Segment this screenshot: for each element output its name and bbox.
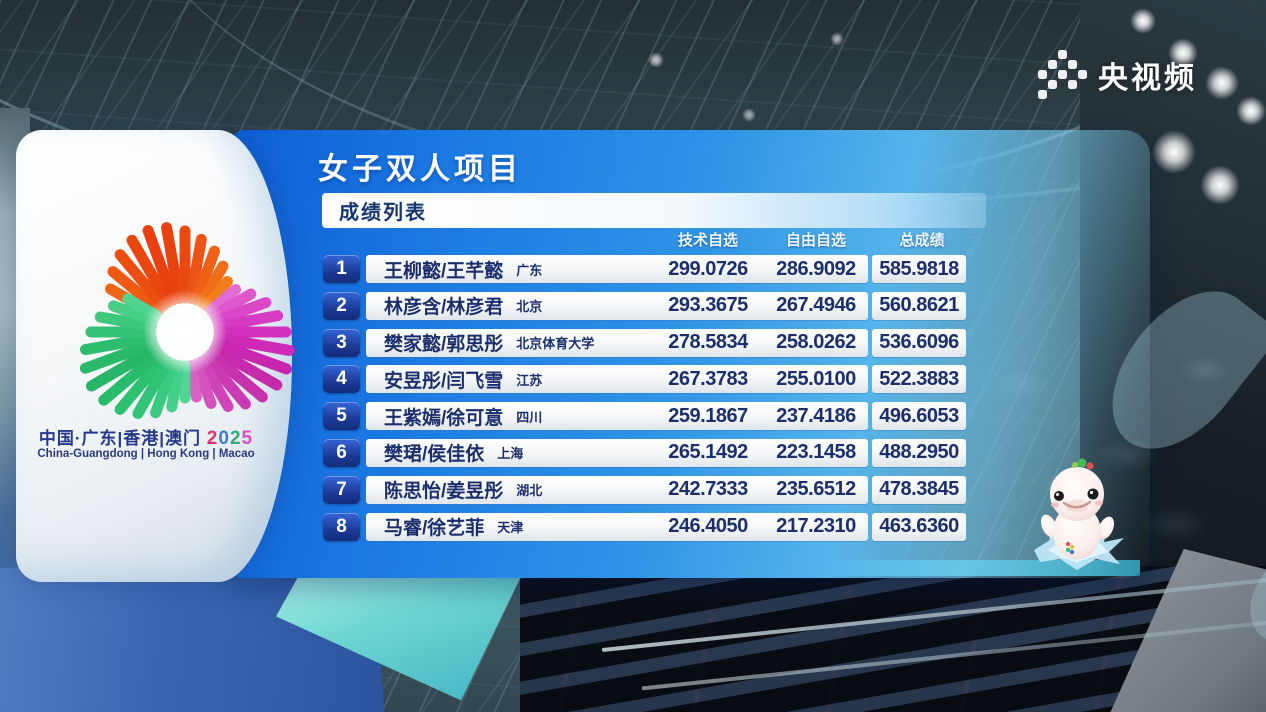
table-row: 5 王紫嫣/徐可意 四川 259.1867 237.4186 496.6053 <box>323 402 966 431</box>
rank-badge: 5 <box>323 402 360 431</box>
column-header-total: 总成绩 <box>899 232 945 249</box>
table-row: 3 樊家懿/郭思彤 北京体育大学 278.5834 258.0262 536.6… <box>323 328 966 357</box>
games-emblem-card: 中国·广东|香港|澳门 2025 China-Guangdong | Hong … <box>16 130 295 582</box>
technical-score: 242.7333 <box>668 478 748 501</box>
table-row: 1 王柳懿/王芊懿 广东 299.0726 286.9092 585.9818 <box>323 255 966 283</box>
total-score: 585.9818 <box>872 255 966 283</box>
athlete-bar: 王紫嫣/徐可意 四川 259.1867 237.4186 <box>366 402 868 431</box>
emblem-host-cities-english: China-Guangdong | Hong Kong | Macao <box>37 448 255 460</box>
subtitle-bar: 成绩列表 <box>322 193 986 228</box>
table-row: 2 林彦含/林彦君 北京 293.3675 267.4946 560.8621 <box>323 291 966 320</box>
rank-badge: 3 <box>323 328 360 357</box>
athlete-names: 王柳懿/王芊懿 <box>384 260 504 282</box>
athlete-names: 王紫嫣/徐可意 <box>384 407 504 429</box>
table-row: 7 陈思怡/姜昱彤 湖北 242.7333 235.6512 478.3845 <box>323 475 966 504</box>
arena-light <box>1130 8 1156 34</box>
athlete-bar: 林彦含/林彦君 北京 293.3675 267.4946 <box>366 291 868 320</box>
column-header-free: 自由自选 <box>785 232 846 249</box>
athlete-names: 林彦含/林彦君 <box>384 297 504 319</box>
athlete-names: 陈思怡/姜昱彤 <box>384 481 504 503</box>
team-label: 江苏 <box>516 372 543 388</box>
team-label: 四川 <box>516 409 543 425</box>
emblem-host-cities-text: 中国·广东|香港|澳门 2025 <box>16 424 276 450</box>
broadcaster-name: 央视频 <box>1098 62 1197 95</box>
free-score: 235.6512 <box>776 478 856 501</box>
table-row: 8 马睿/徐艺菲 天津 246.4050 217.2310 463.6360 <box>323 512 966 541</box>
ceiling-lamp <box>648 52 664 68</box>
technical-score: 299.0726 <box>668 257 748 280</box>
mascot-dolphin <box>1034 458 1124 570</box>
total-score: 522.3883 <box>872 365 966 394</box>
team-label: 北京 <box>516 299 543 315</box>
emblem-year-digit: 5 <box>241 428 254 449</box>
emblem-year-digit: 0 <box>218 428 230 449</box>
column-header-technical: 技术自选 <box>677 232 738 249</box>
total-score: 488.2950 <box>872 438 966 467</box>
total-score: 536.6096 <box>872 328 966 357</box>
subtitle-label: 成绩列表 <box>339 202 427 224</box>
athlete-bar: 安昱彤/闫飞雪 江苏 267.3783 255.0100 <box>366 365 868 394</box>
athlete-bar: 王柳懿/王芊懿 广东 299.0726 286.9092 <box>366 255 868 283</box>
athlete-bar: 樊家懿/郭思彤 北京体育大学 278.5834 258.0262 <box>366 328 868 357</box>
arena-light <box>1236 96 1266 126</box>
table-row: 4 安昱彤/闫飞雪 江苏 267.3783 255.0100 522.3883 <box>323 365 966 394</box>
technical-score: 278.5834 <box>668 331 748 354</box>
technical-score: 259.1867 <box>668 404 748 427</box>
emblem-year-digit: 2 <box>229 428 242 449</box>
technical-score: 246.4050 <box>668 515 748 538</box>
team-label: 天津 <box>497 520 524 536</box>
technical-score: 265.1492 <box>668 441 748 464</box>
rank-badge: 8 <box>323 512 360 541</box>
arena-light <box>1200 165 1240 205</box>
arena-light <box>1152 130 1196 174</box>
results-table: 1 王柳懿/王芊懿 广东 299.0726 286.9092 585.9818 … <box>323 255 966 549</box>
total-score: 496.6053 <box>872 402 966 431</box>
athlete-names: 樊家懿/郭思彤 <box>384 334 504 356</box>
team-label: 广东 <box>516 262 543 278</box>
total-score: 560.8621 <box>872 291 966 320</box>
free-score: 223.1458 <box>776 441 856 464</box>
rank-badge: 6 <box>323 438 360 467</box>
team-label: 上海 <box>497 446 524 462</box>
athlete-names: 马睿/徐艺菲 <box>384 518 485 540</box>
rank-badge: 7 <box>323 475 360 504</box>
free-score: 267.4946 <box>776 294 856 317</box>
free-score: 237.4186 <box>776 404 856 427</box>
rank-badge: 2 <box>323 291 360 320</box>
athlete-bar: 樊珺/侯佳依 上海 265.1492 223.1458 <box>366 438 868 467</box>
total-score: 478.3845 <box>872 475 966 504</box>
ceiling-lamp <box>830 32 844 46</box>
games-emblem-starburst-icon <box>79 222 295 419</box>
arena-light <box>1168 38 1198 68</box>
column-headers: 技术自选 自由自选 总成绩 <box>323 229 966 249</box>
free-score: 217.2310 <box>776 515 856 538</box>
arena-light <box>1205 66 1239 100</box>
athlete-bar: 陈思怡/姜昱彤 湖北 242.7333 235.6512 <box>366 475 868 504</box>
emblem-year-digit: 2 <box>206 428 219 449</box>
table-row: 6 樊珺/侯佳依 上海 265.1492 223.1458 488.2950 <box>323 438 966 467</box>
technical-score: 293.3675 <box>668 294 748 317</box>
free-score: 258.0262 <box>776 331 856 354</box>
rank-badge: 1 <box>323 255 360 283</box>
rank-badge: 4 <box>323 365 360 394</box>
athlete-names: 樊珺/侯佳依 <box>384 444 485 466</box>
total-score: 463.6360 <box>872 512 966 541</box>
free-score: 286.9092 <box>776 257 856 280</box>
athlete-bar: 马睿/徐艺菲 天津 246.4050 217.2310 <box>366 512 868 541</box>
team-label: 湖北 <box>516 483 543 499</box>
ceiling-lamp <box>742 108 756 122</box>
athlete-names: 安昱彤/闫飞雪 <box>384 370 504 392</box>
emblem-cn-prefix: 中国·广东|香港|澳门 <box>38 429 202 448</box>
event-title: 女子双人项目 <box>318 153 522 186</box>
cctv-video-logo-icon <box>1038 50 1088 100</box>
free-score: 255.0100 <box>776 367 856 390</box>
team-label: 北京体育大学 <box>516 336 595 352</box>
broadcaster-watermark: 央视频 <box>1038 50 1197 100</box>
technical-score: 267.3783 <box>668 367 748 390</box>
